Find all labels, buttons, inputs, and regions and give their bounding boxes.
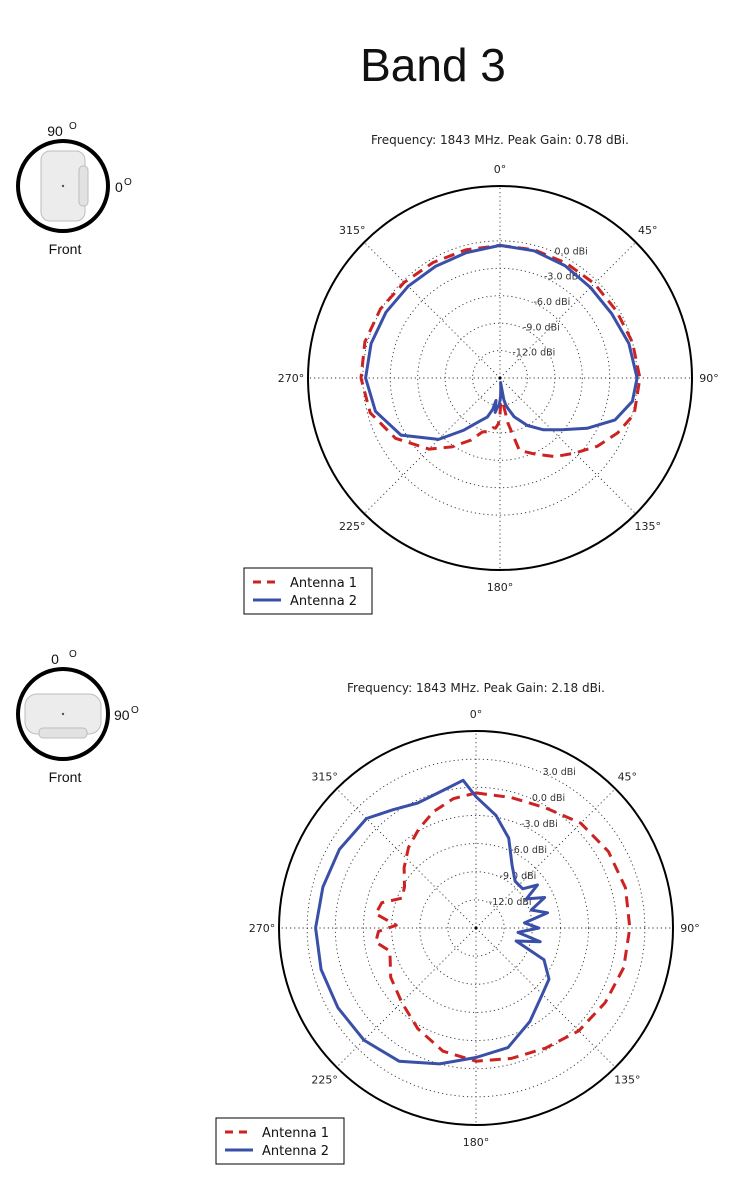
angle-tick-label: 270° xyxy=(249,922,276,935)
grid-spoke xyxy=(499,377,637,515)
grid-spoke xyxy=(499,241,637,379)
ring-label: -12.0 dBi xyxy=(489,897,532,908)
polar-boundary xyxy=(307,185,693,571)
angle-tick-label: 0° xyxy=(470,708,483,721)
device-dot xyxy=(61,184,65,188)
center-point xyxy=(498,376,502,380)
angle-tick-label: 225° xyxy=(339,520,366,533)
legend-box xyxy=(215,1117,345,1165)
series-line-1 xyxy=(359,243,642,459)
ring-label: 0.0 dBi xyxy=(532,793,565,804)
series-line-2 xyxy=(364,243,639,441)
legend-label: Antenna 2 xyxy=(262,1144,329,1159)
legend-label: Antenna 1 xyxy=(290,576,357,591)
orientation-top-label: 0 xyxy=(51,651,59,667)
grid-ring xyxy=(447,899,505,957)
orientation-right-label: 0 xyxy=(115,179,123,195)
ring-label: -9.0 dBi xyxy=(500,871,537,882)
polar-chart-2: Frequency: 1843 MHz. Peak Gain: 2.18 dBi… xyxy=(16,649,700,1165)
orientation-top-label: 90 xyxy=(47,123,63,139)
grid-spoke xyxy=(336,927,477,1068)
angle-tick-label: 315° xyxy=(339,224,366,237)
ring-label: -6.0 dBi xyxy=(533,297,570,308)
center-point xyxy=(474,926,478,930)
angle-tick-label: 0° xyxy=(494,163,507,176)
angle-tick-label: 45° xyxy=(618,771,638,784)
ring-label: 3.0 dBi xyxy=(543,767,576,778)
series-line-1 xyxy=(374,791,632,1063)
grid-spoke xyxy=(363,241,501,379)
orientation-right-label: 90 xyxy=(114,707,130,723)
orientation-caption: Front xyxy=(49,241,82,257)
orientation-top-degree: O xyxy=(69,121,77,132)
angle-tick-label: 180° xyxy=(487,581,514,594)
ring-label: -12.0 dBi xyxy=(512,348,555,359)
angle-tick-label: 45° xyxy=(638,224,658,237)
chart-title: Frequency: 1843 MHz. Peak Gain: 2.18 dBi… xyxy=(347,681,605,695)
grid-ring xyxy=(362,814,590,1042)
ring-label: -3.0 dBi xyxy=(544,272,581,283)
ring-label: -3.0 dBi xyxy=(521,819,558,830)
orientation-right-degree: O xyxy=(124,177,132,188)
angle-tick-label: 135° xyxy=(635,520,662,533)
orientation-caption: Front xyxy=(49,769,82,785)
grid-spoke xyxy=(475,788,616,929)
angle-tick-label: 225° xyxy=(311,1073,338,1086)
grid-ring xyxy=(334,786,618,1070)
grid-spoke xyxy=(336,788,477,929)
angle-tick-label: 270° xyxy=(278,372,305,385)
legend-label: Antenna 2 xyxy=(290,594,357,609)
angle-tick-label: 180° xyxy=(463,1136,490,1149)
ring-label: 0.0 dBi xyxy=(554,246,587,257)
angle-tick-label: 135° xyxy=(614,1073,641,1086)
series-line-2 xyxy=(314,778,551,1066)
ring-label: -9.0 dBi xyxy=(523,322,560,333)
orientation-right-degree: O xyxy=(131,705,139,716)
device-side-icon xyxy=(38,727,88,739)
polar-chart-1: Frequency: 1843 MHz. Peak Gain: 0.78 dBi… xyxy=(16,121,719,615)
orientation-top-degree: O xyxy=(69,649,77,660)
chart-title: Frequency: 1843 MHz. Peak Gain: 0.78 dBi… xyxy=(371,133,629,147)
polar-boundary xyxy=(278,730,674,1126)
legend-label: Antenna 1 xyxy=(262,1126,329,1141)
grid-spoke xyxy=(475,927,616,1068)
grid-spoke xyxy=(363,377,501,515)
page-title: Band 3 xyxy=(360,39,506,91)
grid-ring xyxy=(417,295,583,461)
angle-tick-label: 90° xyxy=(699,372,719,385)
device-side-icon xyxy=(78,165,89,207)
ring-label: -6.0 dBi xyxy=(510,845,547,856)
angle-tick-label: 315° xyxy=(311,771,338,784)
legend-box xyxy=(243,567,373,615)
angle-tick-label: 90° xyxy=(680,922,700,935)
device-dot xyxy=(61,712,65,716)
